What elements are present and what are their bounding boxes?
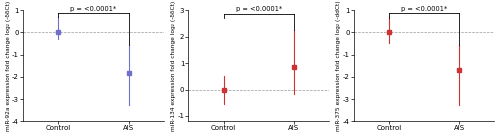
Y-axis label: miR-375 expression fold change log₂ (-ddCt): miR-375 expression fold change log₂ (-dd… xyxy=(336,0,341,131)
Y-axis label: miR-92a expression fold change log₂ (-δδCt): miR-92a expression fold change log₂ (-δδ… xyxy=(6,1,10,131)
Text: p = <0.0001*: p = <0.0001* xyxy=(401,6,447,12)
Text: p = <0.0001*: p = <0.0001* xyxy=(70,6,117,12)
Text: p = <0.0001*: p = <0.0001* xyxy=(236,6,282,12)
Y-axis label: miR-134 expression fold change log₂ (-δδCt): miR-134 expression fold change log₂ (-δδ… xyxy=(171,1,176,131)
